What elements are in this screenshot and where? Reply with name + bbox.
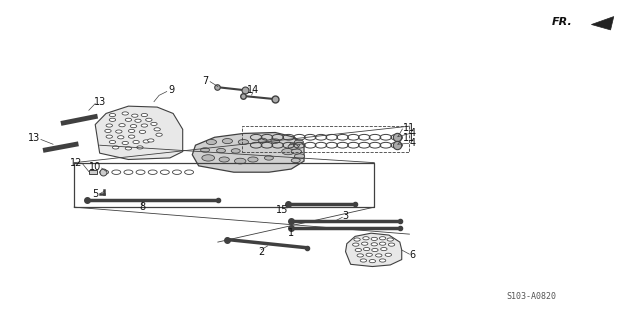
Circle shape xyxy=(291,158,300,163)
Circle shape xyxy=(116,130,122,133)
Polygon shape xyxy=(346,233,402,267)
Circle shape xyxy=(248,157,258,162)
Circle shape xyxy=(354,238,360,241)
Circle shape xyxy=(288,144,298,149)
Circle shape xyxy=(388,243,395,246)
Circle shape xyxy=(119,123,125,127)
Circle shape xyxy=(264,156,273,160)
Circle shape xyxy=(353,243,359,246)
Circle shape xyxy=(106,124,113,127)
Circle shape xyxy=(362,242,368,245)
Circle shape xyxy=(381,248,387,251)
Circle shape xyxy=(135,119,141,122)
Text: 7: 7 xyxy=(202,76,208,86)
Circle shape xyxy=(122,112,129,115)
Text: 13: 13 xyxy=(93,97,106,107)
Bar xyxy=(242,126,410,152)
Circle shape xyxy=(106,135,113,138)
Text: 2: 2 xyxy=(258,247,264,256)
Text: 4: 4 xyxy=(410,128,415,138)
Text: 10: 10 xyxy=(89,162,101,172)
Circle shape xyxy=(291,149,301,154)
Text: FR.: FR. xyxy=(552,17,572,27)
Circle shape xyxy=(202,155,214,161)
Circle shape xyxy=(206,139,216,145)
Polygon shape xyxy=(192,132,304,172)
Text: 13: 13 xyxy=(28,133,40,143)
Circle shape xyxy=(109,114,116,117)
Text: 11: 11 xyxy=(403,123,415,133)
Circle shape xyxy=(289,143,300,148)
Text: 1: 1 xyxy=(288,228,294,238)
Circle shape xyxy=(369,260,376,263)
Text: S103-A0820: S103-A0820 xyxy=(506,292,556,301)
Circle shape xyxy=(387,238,394,241)
Circle shape xyxy=(380,259,386,262)
Circle shape xyxy=(146,118,152,122)
Circle shape xyxy=(151,122,157,125)
Circle shape xyxy=(113,146,119,149)
Circle shape xyxy=(234,158,246,164)
Circle shape xyxy=(371,243,378,246)
Circle shape xyxy=(363,237,369,240)
Text: 3: 3 xyxy=(342,211,349,221)
Circle shape xyxy=(371,237,378,241)
Circle shape xyxy=(222,138,232,144)
Circle shape xyxy=(140,130,146,133)
Text: 14: 14 xyxy=(247,85,259,95)
Circle shape xyxy=(238,139,248,145)
Text: 9: 9 xyxy=(169,85,175,95)
Circle shape xyxy=(125,147,132,150)
Circle shape xyxy=(294,140,303,144)
Text: 15: 15 xyxy=(275,205,288,215)
Circle shape xyxy=(122,141,129,145)
Circle shape xyxy=(154,128,161,131)
Text: 12: 12 xyxy=(70,158,82,168)
Circle shape xyxy=(366,253,372,256)
Circle shape xyxy=(129,135,135,138)
Polygon shape xyxy=(95,106,182,160)
Bar xyxy=(89,170,97,174)
Circle shape xyxy=(200,148,209,152)
Circle shape xyxy=(132,114,138,117)
Circle shape xyxy=(141,124,148,127)
Circle shape xyxy=(118,136,124,139)
Text: 8: 8 xyxy=(140,202,145,211)
Circle shape xyxy=(156,133,163,136)
Polygon shape xyxy=(591,17,614,30)
Circle shape xyxy=(109,140,116,144)
Circle shape xyxy=(148,139,154,142)
Text: 11: 11 xyxy=(403,133,415,143)
Circle shape xyxy=(372,249,378,252)
Circle shape xyxy=(271,139,280,143)
Circle shape xyxy=(131,124,137,128)
Circle shape xyxy=(258,138,267,143)
Circle shape xyxy=(216,148,225,153)
Circle shape xyxy=(125,118,132,122)
Text: 5: 5 xyxy=(92,189,99,199)
Circle shape xyxy=(143,140,150,143)
Circle shape xyxy=(355,249,362,252)
Text: 4: 4 xyxy=(410,138,415,148)
Circle shape xyxy=(105,129,111,132)
Circle shape xyxy=(380,242,386,245)
Circle shape xyxy=(137,146,143,149)
Circle shape xyxy=(219,157,229,162)
Circle shape xyxy=(364,248,370,251)
Circle shape xyxy=(380,237,386,240)
Circle shape xyxy=(133,140,140,144)
Circle shape xyxy=(385,253,392,256)
Circle shape xyxy=(141,114,148,117)
Text: 6: 6 xyxy=(410,250,415,260)
Circle shape xyxy=(231,149,240,153)
Circle shape xyxy=(376,254,382,257)
Circle shape xyxy=(357,254,364,257)
Circle shape xyxy=(109,118,116,122)
Circle shape xyxy=(360,259,367,262)
Circle shape xyxy=(282,148,294,155)
Circle shape xyxy=(129,129,135,132)
Circle shape xyxy=(294,154,305,159)
